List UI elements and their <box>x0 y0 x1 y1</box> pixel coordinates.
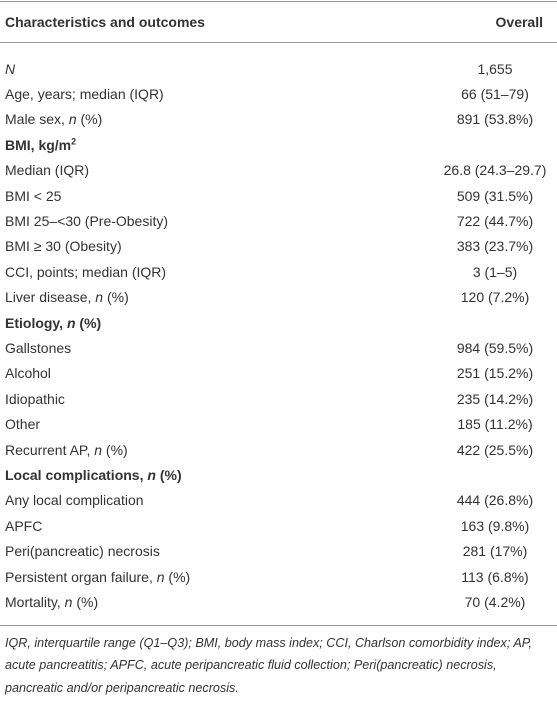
label-part: Etiology, <box>5 314 67 331</box>
label-part: Male sex, <box>5 111 69 128</box>
label-part: N <box>5 60 16 77</box>
row: Gallstones 984 (59.5%) <box>0 335 557 360</box>
value: 185 (11.2%) <box>457 416 533 433</box>
value: 163 (9.8%) <box>460 517 530 534</box>
row: Idiopathic 235 (14.2%) <box>0 386 557 411</box>
label: Other <box>5 416 41 433</box>
label: Any local complication <box>5 492 144 509</box>
section-row: BMI, kg/m2 <box>0 132 557 157</box>
value: 509 (31.5%) <box>456 187 534 204</box>
label-part: n <box>156 568 165 585</box>
row: APFC 163 (9.8%) <box>0 513 557 538</box>
label-part: Persistent organ failure, <box>5 568 157 585</box>
label: BMI < 25 <box>5 187 62 204</box>
value: 26.8 (24.3–29.7) <box>443 162 547 179</box>
row: BMI ≥ 30 (Obesity) 383 (23.7%) <box>0 234 557 259</box>
row: BMI 25–<30 (Pre-Obesity) 722 (44.7%) <box>0 208 557 233</box>
label: CCI, points; median (IQR) <box>5 263 167 280</box>
value: 251 (15.2%) <box>456 365 534 382</box>
label: N <box>0 61 435 77</box>
label: BMI, kg/m2 <box>0 137 557 153</box>
value: 235 (14.2%) <box>456 390 534 407</box>
section-row: Local complications, n (%) <box>0 462 557 487</box>
row: N 1,655 <box>0 56 557 81</box>
label-part: n <box>147 466 156 483</box>
row: Any local complication 444 (26.8%) <box>0 488 557 513</box>
label: Recurrent AP, n (%) <box>0 442 435 458</box>
value: 3 (1–5) <box>472 263 518 280</box>
label: BMI ≥ 30 (Obesity) <box>5 238 122 255</box>
header-cell: Characteristics and outcomes <box>5 14 205 30</box>
label-part: n <box>94 441 103 458</box>
label-part: (%) <box>155 466 182 483</box>
label: Mortality, n (%) <box>0 594 435 610</box>
label: Local complications, n (%) <box>0 467 557 483</box>
value: 444 (26.8%) <box>456 492 534 509</box>
label: Idiopathic <box>5 390 65 407</box>
label-part: Local complications, <box>5 466 148 483</box>
label-part: BMI, kg/m <box>5 136 72 153</box>
row: CCI, points; median (IQR) 3 (1–5) <box>0 259 557 284</box>
value: 281 (17%) <box>462 543 528 560</box>
value: 120 (7.2%) <box>460 289 530 306</box>
label-part: (%) <box>76 111 103 128</box>
label-part: (%) <box>72 593 99 610</box>
header-row: Characteristics and outcomes Overall <box>0 1 557 43</box>
value: 113 (6.8%) <box>461 568 529 585</box>
label: BMI 25–<30 (Pre-Obesity) <box>5 213 169 230</box>
row: Median (IQR) 26.8 (24.3–29.7) <box>0 158 557 183</box>
label-part: Recurrent AP, <box>5 441 95 458</box>
label-part: n <box>95 289 104 306</box>
label: APFC <box>5 517 43 534</box>
label: Liver disease, n (%) <box>0 289 435 305</box>
section-row: Etiology, n (%) <box>0 310 557 335</box>
label-part: n <box>66 314 76 331</box>
row: Recurrent AP, n (%) 422 (25.5%) <box>0 437 557 462</box>
label: Median (IQR) <box>5 162 90 179</box>
value: 70 (4.2%) <box>464 593 526 610</box>
row: Male sex, n (%) 891 (53.8%) <box>0 107 557 132</box>
label-part: Mortality, <box>5 593 65 610</box>
row: Peri(pancreatic) necrosis 281 (17%) <box>0 538 557 563</box>
row: Alcohol 251 (15.2%) <box>0 361 557 386</box>
row: BMI < 25 509 (31.5%) <box>0 183 557 208</box>
value: 1,655 <box>477 60 513 77</box>
row: Other 185 (11.2%) <box>0 411 557 436</box>
value: 383 (23.7%) <box>456 238 534 255</box>
row: Persistent organ failure, n (%) 113 (6.8%… <box>0 564 557 589</box>
label: Alcohol <box>5 365 51 382</box>
value: 891 (53.8%) <box>456 111 534 128</box>
label-part: n <box>64 593 73 610</box>
label-part: n <box>68 111 77 128</box>
row: Age, years; median (IQR) 66 (51–79) <box>0 81 557 106</box>
label-part: 2 <box>71 136 77 147</box>
label: Peri(pancreatic) necrosis <box>5 543 160 560</box>
value: 984 (59.5%) <box>456 339 534 356</box>
row: Liver disease, n (%) 120 (7.2%) <box>0 285 557 310</box>
label: Etiology, n (%) <box>0 315 557 331</box>
label-part: (%) <box>102 441 128 458</box>
footnote: IQR, interquartile range (Q1–Q3); BMI, b… <box>5 635 533 695</box>
label: Gallstones <box>5 339 72 356</box>
label: Age, years; median (IQR) <box>5 86 164 103</box>
label: Male sex, n (%) <box>0 111 435 127</box>
header-cell: Overall <box>495 14 543 30</box>
value: 722 (44.7%) <box>456 213 534 230</box>
label-part: (%) <box>75 314 102 331</box>
label-part: (%) <box>164 568 191 585</box>
label: Persistent organ failure, n (%) <box>0 569 435 585</box>
label-part: Liver disease, <box>5 289 96 306</box>
row: Mortality, n (%) 70 (4.2%) <box>0 589 557 614</box>
table-body: N 1,655 Age, years; median (IQR) 66 (51–79… <box>0 43 557 626</box>
value: 422 (25.5%) <box>456 441 534 458</box>
label-part: (%) <box>103 289 129 306</box>
value: 66 (51–79) <box>461 86 529 103</box>
